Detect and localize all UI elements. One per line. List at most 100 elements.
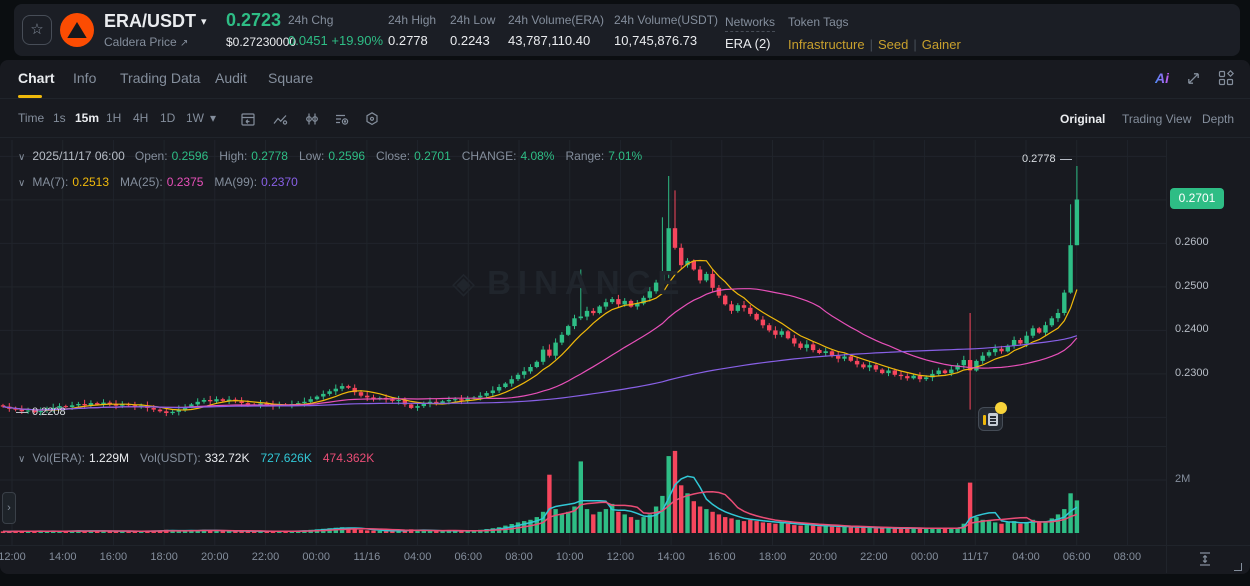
token-tags-label: Token Tags xyxy=(788,15,849,29)
time-axis-label: 16:00 xyxy=(708,551,736,563)
time-axis-label: 00:00 xyxy=(302,551,330,563)
low-price-marker: 0.2208 xyxy=(16,406,66,418)
price-axis-border xyxy=(1166,140,1167,573)
indicator-settings-icon[interactable] xyxy=(334,111,350,127)
panel-expand-handle[interactable]: › xyxy=(2,492,16,524)
tag-infrastructure[interactable]: Infrastructure xyxy=(788,37,865,52)
price-axis-label: 0.2600 xyxy=(1175,236,1209,249)
price-axis-label: 0.2300 xyxy=(1175,366,1209,379)
corner-resize-handle[interactable] xyxy=(1234,563,1242,571)
pair-selector[interactable]: ERA/USDT ▾ xyxy=(104,11,207,32)
interval-time[interactable]: Time xyxy=(18,111,45,125)
candlestick-chart[interactable] xyxy=(0,140,1166,573)
order-cursor-icon xyxy=(978,402,1007,431)
time-axis-label: 11/16 xyxy=(353,551,381,563)
expand-icon[interactable] xyxy=(1186,71,1201,86)
time-axis-label: 06:00 xyxy=(454,551,483,563)
active-tab-underline xyxy=(18,95,42,98)
caldera-price-link[interactable]: Caldera Price ↗ xyxy=(104,35,189,49)
networks-label[interactable]: Networks xyxy=(725,15,776,32)
tag-gainer[interactable]: Gainer xyxy=(921,37,961,52)
interval-1w[interactable]: 1W xyxy=(186,111,204,125)
grid-layout-icon[interactable] xyxy=(1218,70,1234,86)
caldera-logo-icon xyxy=(60,13,94,47)
favorite-star-icon[interactable]: ☆ xyxy=(22,15,52,45)
header-stat-24h-high: 24h High 0.2778 xyxy=(388,13,437,48)
time-axis-label: 22:00 xyxy=(251,551,280,563)
time-axis-label: 04:00 xyxy=(403,551,432,563)
view-depth[interactable]: Depth xyxy=(1202,112,1235,126)
view-original[interactable]: Original xyxy=(1060,112,1106,126)
tab-bar xyxy=(0,60,1250,99)
chevron-down-icon: ▾ xyxy=(201,16,207,28)
volume-axis-label: 2M xyxy=(1175,473,1191,485)
time-axis-label: 11/17 xyxy=(961,551,989,563)
auto-scale-icon[interactable] xyxy=(1196,550,1214,573)
settings-gear-icon[interactable] xyxy=(364,111,380,127)
candle-datetime: 2025/11/17 06:00 xyxy=(32,149,125,163)
tab-info[interactable]: Info xyxy=(73,70,97,86)
time-axis-label: 18:00 xyxy=(758,551,787,563)
header-stat-24h-chg: 24h Chg 0.0451 +19.90% xyxy=(288,13,384,48)
interval-1d[interactable]: 1D xyxy=(160,111,176,125)
view-trading-view[interactable]: Trading View xyxy=(1122,112,1192,126)
pair-title: ERA/USDT xyxy=(104,11,197,31)
collapse-icon[interactable]: ∨ xyxy=(18,152,26,163)
chart-toolbar xyxy=(0,100,1250,138)
time-axis-label: 12:00 xyxy=(606,551,635,563)
chart-style-icon[interactable] xyxy=(272,111,288,127)
interval-1h[interactable]: 1H xyxy=(106,111,122,125)
volume-info-row: ∨ Vol(ERA): 1.229M Vol(USDT): 332.72K 727.626… xyxy=(18,451,375,465)
interval-1s[interactable]: 1s xyxy=(53,111,66,125)
header-stat-24h-low: 24h Low 0.2243 xyxy=(450,13,496,48)
time-axis-label: 00:00 xyxy=(910,551,939,563)
time-axis-label: 20:00 xyxy=(201,551,229,563)
last-price-badge: 0.2701 xyxy=(1170,188,1224,209)
time-axis-label: 12:00 xyxy=(0,551,26,563)
time-axis-label: 14:00 xyxy=(48,551,77,563)
time-axis-label: 22:00 xyxy=(860,551,888,563)
last-price: 0.2723 xyxy=(226,10,282,30)
interval-dropdown-icon[interactable]: ▾ xyxy=(210,111,217,125)
interval-15m[interactable]: 15m xyxy=(75,111,100,125)
token-tags: Token Tags Infrastructure | Seed | Gainer xyxy=(788,15,961,52)
ai-assistant-icon[interactable]: Ai xyxy=(1155,70,1169,86)
price-axis-label: 0.2400 xyxy=(1175,323,1209,336)
fiat-price: $0.27230000 xyxy=(226,35,297,49)
tab-audit[interactable]: Audit xyxy=(215,70,247,86)
high-price-marker: 0.2778 xyxy=(1022,153,1072,165)
networks-stat: Networks ERA (2) xyxy=(725,13,776,51)
tab-square[interactable]: Square xyxy=(268,70,314,86)
header-stat-24h-volume-era: 24h Volume(ERA) 43,787,110.40 xyxy=(508,13,605,48)
notification-dot xyxy=(995,402,1007,414)
chart-card xyxy=(0,60,1250,574)
time-axis-label: 08:00 xyxy=(1113,551,1142,563)
price-axis-label: 0.2500 xyxy=(1175,279,1209,292)
time-axis-label: 16:00 xyxy=(99,551,128,563)
ma-info-row: ∨ MA(7): 0.2513 MA(25): 0.2375 MA(99): 0.2370 xyxy=(18,175,298,189)
ohlc-info-row: ∨ 2025/11/17 06:00 Open: 0.2596 High: 0.2778 L… xyxy=(18,149,643,163)
collapse-icon[interactable]: ∨ xyxy=(18,454,26,465)
time-axis-label: 04:00 xyxy=(1012,551,1040,563)
time-axis-label: 08:00 xyxy=(505,551,533,563)
pane-divider[interactable] xyxy=(0,446,1166,447)
time-axis-label: 10:00 xyxy=(555,551,584,563)
time-axis-label: 14:00 xyxy=(657,551,685,563)
indicators-icon[interactable] xyxy=(304,111,320,127)
interval-4h[interactable]: 4H xyxy=(133,111,149,125)
time-axis-label: 20:00 xyxy=(809,551,837,563)
tag-seed[interactable]: Seed xyxy=(877,37,909,52)
time-axis-label: 06:00 xyxy=(1062,551,1091,563)
tab-trading-data[interactable]: Trading Data xyxy=(120,70,201,86)
tabbar-icons: Ai xyxy=(1155,70,1234,86)
date-range-icon[interactable] xyxy=(240,111,256,127)
time-axis-border xyxy=(0,545,1250,546)
time-axis-label: 18:00 xyxy=(150,551,178,563)
networks-value: ERA (2) xyxy=(725,36,771,51)
collapse-icon[interactable]: ∨ xyxy=(18,178,26,189)
tab-chart[interactable]: Chart xyxy=(18,70,55,86)
header-stat-24h-volume-usdt: 24h Volume(USDT) 10,745,876.73 xyxy=(614,13,719,48)
external-link-icon: ↗ xyxy=(180,38,189,49)
pair-header: ☆ ERA/USDT ▾ Caldera Price ↗ 0.2723 $0.2… xyxy=(14,4,1240,56)
